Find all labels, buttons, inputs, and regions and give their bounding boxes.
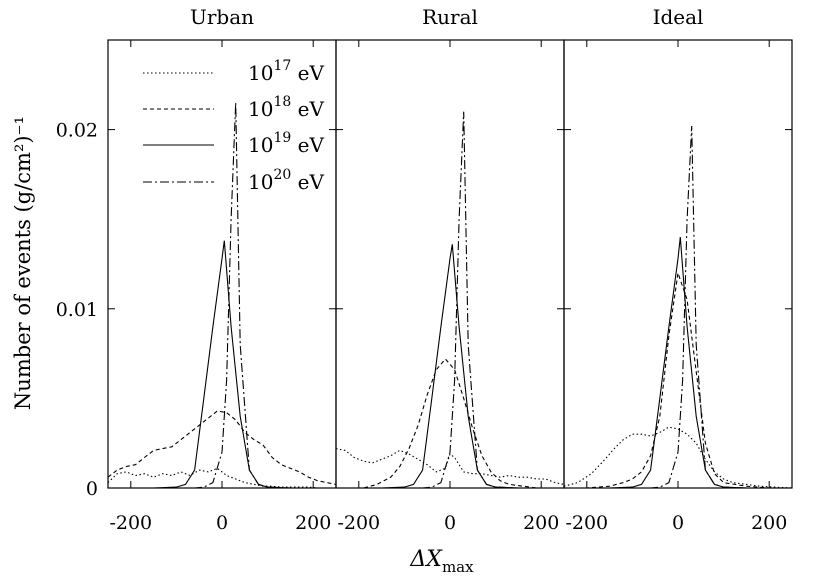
- legend-item: 1020 eV: [143, 167, 324, 194]
- panel-rural: Rural -200 0 200: [335, 5, 565, 534]
- panel-urban: Urban 0 0.01 0.02 -200 0 200: [56, 5, 337, 534]
- series-line-dotted: [563, 426, 793, 489]
- x-tick-label: 200: [751, 512, 787, 534]
- panel-ideal: Ideal -200 0 200: [563, 5, 793, 534]
- series-line-dashed: [564, 272, 792, 489]
- legend-label: 1018 eV: [248, 94, 324, 121]
- legend-item: 1017 eV: [143, 58, 324, 85]
- legend-item: 1018 eV: [143, 94, 324, 121]
- x-tick-label: -200: [337, 512, 380, 534]
- series-line-dashdot: [564, 125, 792, 489]
- panel-title: Ideal: [653, 5, 704, 29]
- x-tick-label: 0: [444, 512, 456, 534]
- y-tick-label: 0.01: [56, 299, 98, 321]
- legend-label: 1017 eV: [248, 58, 324, 85]
- panel-title: Urban: [190, 5, 254, 29]
- series-line-dashdot: [108, 102, 336, 489]
- x-axis-label: ΔXmax: [409, 547, 474, 576]
- x-tick-label: 0: [216, 512, 228, 534]
- legend-item: 1019 eV: [143, 130, 324, 157]
- panel-frame: [563, 39, 793, 489]
- legend-label: 1020 eV: [248, 167, 324, 194]
- series-line-dashed: [336, 358, 564, 489]
- y-tick-label: 0.02: [56, 120, 98, 142]
- x-tick-label: -200: [109, 512, 152, 534]
- panel-frame: [335, 39, 565, 489]
- x-tick-label: -200: [565, 512, 608, 534]
- series-line-dotted: [107, 467, 336, 489]
- legend: 1017 eV 1018 eV 1019 eV 1020 eV: [143, 58, 324, 194]
- series-line-dashed: [107, 410, 337, 485]
- x-tick-label: 200: [523, 512, 559, 534]
- x-tick-label: 0: [672, 512, 684, 534]
- legend-label: 1019 eV: [248, 130, 324, 157]
- y-tick-label: 0: [86, 478, 98, 500]
- y-axis-label: Number of events (g/cm²)⁻¹: [11, 116, 35, 410]
- x-tick-label: 200: [295, 512, 331, 534]
- series-line-dashdot: [336, 111, 564, 489]
- panel-title: Rural: [422, 5, 478, 29]
